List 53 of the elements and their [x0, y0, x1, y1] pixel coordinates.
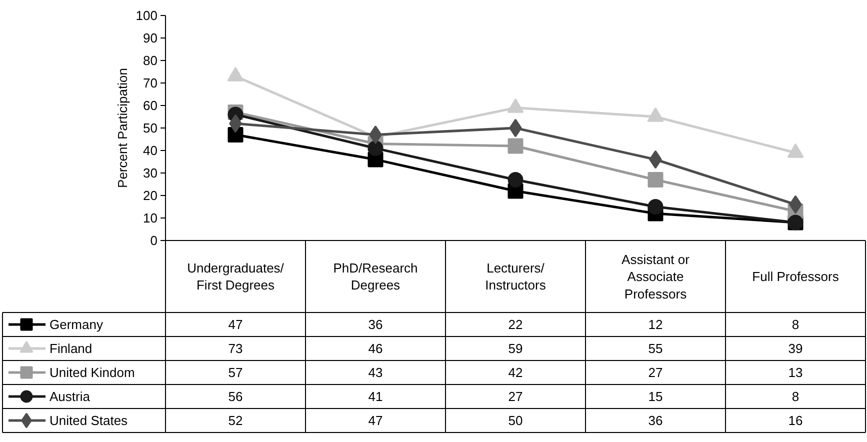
y-tick-label: 100: [136, 8, 158, 23]
data-label: 22: [508, 317, 523, 332]
y-tick-label: 60: [143, 98, 158, 113]
legend-label: Austria: [50, 389, 91, 404]
data-label: 16: [788, 413, 803, 428]
y-tick-label: 40: [143, 143, 158, 158]
y-tick-label: 70: [143, 76, 158, 90]
y-tick-label: 80: [143, 53, 158, 68]
point: [508, 172, 524, 188]
data-label: 55: [648, 341, 663, 356]
x-tick-label: Undergraduates/ First Degrees: [187, 260, 284, 293]
point: [648, 199, 664, 214]
data-label: 43: [368, 365, 383, 380]
legend-label: Germany: [50, 317, 104, 332]
y-tick-label: 0: [150, 233, 158, 248]
data-label: 15: [648, 389, 663, 404]
data-label: 39: [788, 341, 803, 356]
y-axis-title: Percent Participation: [115, 68, 130, 188]
data-label: 47: [368, 413, 383, 428]
data-label: 42: [508, 365, 523, 380]
y-tick-label: 20: [143, 188, 158, 203]
data-label: 12: [648, 317, 663, 332]
data-label: 47: [228, 317, 243, 332]
data-label: 36: [368, 317, 383, 332]
point: [228, 127, 244, 142]
x-tick-label: Lecturers/ Instructors: [485, 260, 546, 293]
data-label: 73: [228, 341, 243, 356]
data-label: 8: [792, 317, 800, 332]
point: [648, 172, 664, 188]
data-label: 13: [788, 365, 803, 380]
data-label: 59: [508, 341, 523, 356]
point: [368, 140, 384, 156]
data-label: 50: [508, 413, 523, 428]
legend-label: United States: [50, 413, 128, 428]
data-label: 56: [228, 389, 243, 404]
data-label: 46: [368, 341, 383, 356]
y-tick-label: 10: [143, 210, 158, 226]
data-label: 57: [228, 365, 243, 380]
legend-label: United Kindom: [50, 365, 135, 380]
y-tick-label: 50: [143, 120, 158, 136]
x-tick-label: Assistant or Associate Professors: [622, 252, 690, 302]
y-tick-label: 90: [143, 30, 158, 46]
x-tick-label: Full Professors: [752, 269, 840, 284]
y-tick-label: 30: [143, 166, 158, 180]
data-label: 36: [648, 413, 663, 428]
data-label: 8: [792, 389, 800, 404]
data-label: 52: [228, 413, 243, 428]
point: [508, 138, 524, 154]
x-tick-label: PhD/Research Degrees: [333, 260, 418, 293]
data-label: 27: [508, 389, 523, 404]
data-label: 27: [648, 365, 663, 380]
data-label: 41: [368, 389, 383, 404]
legend-label: Finland: [50, 341, 92, 356]
